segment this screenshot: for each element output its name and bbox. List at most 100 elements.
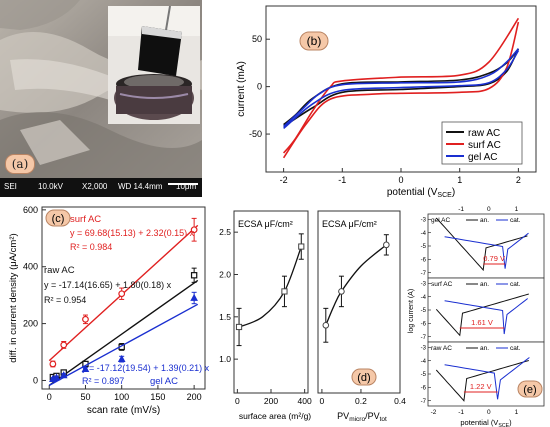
legend-entry: an. <box>480 217 489 224</box>
y-axis-label: current (mA) <box>236 61 247 117</box>
gap-value: 1.22 V <box>470 382 492 391</box>
x-tick-label: 150 <box>150 392 165 402</box>
x-axis-label: surface area (m²/g) <box>239 411 311 421</box>
legend-title: surf AC <box>431 281 453 288</box>
legend-title: gel AC <box>431 217 450 224</box>
x-axis-label: scan rate (mV/s) <box>87 405 160 416</box>
y-tick-label: -5 <box>421 244 427 250</box>
y-tick-label: -5 <box>421 308 427 314</box>
panel-label-e-text: (e) <box>523 384 536 396</box>
fit-r2: R² = 0.954 <box>44 295 86 305</box>
panel-label-b: (b) <box>299 31 329 51</box>
x-tick-label: 200 <box>187 392 202 402</box>
y-tick-label: 400 <box>23 262 38 272</box>
x-tick-label: 100 <box>114 392 129 402</box>
panel-e-tafel: -1 0 1 -3 -4 -5 -6 -7 0.79 V gel AC an. cat. -3 -4 -5 -… <box>406 201 550 427</box>
data-point <box>235 323 243 331</box>
chart-title: ECSA μF/cm² <box>238 219 293 229</box>
electrode-photo <box>108 6 200 124</box>
panel-c-scatter: 0 50 100 150 200 0 200 400 600 scan rate (mV/s) di… <box>8 205 210 416</box>
panel-label-d-text: (d) <box>357 372 370 384</box>
data-point <box>118 290 126 298</box>
legend-entry: an. <box>480 345 489 352</box>
data-point <box>281 288 288 295</box>
panel-label-b-bg <box>299 31 329 51</box>
sem-detector: SEI <box>4 182 17 191</box>
legend-entry: surf AC <box>468 140 501 151</box>
y-tick-label: -50 <box>249 129 262 139</box>
sem-voltage: 10.0kV <box>38 182 63 191</box>
y-axis-label: diff. in current density (μA/cm²) <box>8 233 19 362</box>
y-tick-label: 2.5 <box>219 227 231 237</box>
x-tick-label: 200 <box>264 396 278 406</box>
y-axis-label: log current (A) <box>408 289 415 333</box>
sem-scale: 10μm <box>176 182 197 191</box>
fit-equation: y = -17.14(16.65) + 1.80(0.18) x <box>44 280 172 290</box>
x-tick-label: 2 <box>516 175 521 185</box>
x-axis-label: potential (VSCE) <box>460 418 512 427</box>
y-tick-label: -3 <box>421 218 427 224</box>
x-tick-label: 50 <box>80 392 90 402</box>
panel-label-a: (a) <box>5 154 35 174</box>
x-tick-label: -2 <box>431 409 437 416</box>
data-point <box>117 354 126 363</box>
gap-value: 1.61 V <box>471 318 493 327</box>
fit-r2: R² = 0.984 <box>70 242 112 252</box>
panel-label-d: (d) <box>351 368 377 386</box>
x-tick-label: 0 <box>320 396 325 406</box>
x-tick-label: 0 <box>487 409 491 416</box>
anodic-curve <box>435 217 528 272</box>
cathodic-curve <box>444 357 530 400</box>
panel-label-c: (c) <box>45 209 71 227</box>
panel-label-c-text: (c) <box>52 213 65 225</box>
x-axis-label: PVmicro/PVtot <box>337 411 387 423</box>
x-tick-label: -2 <box>280 175 288 185</box>
series-label: surf AC <box>70 214 101 225</box>
cathodic-curve <box>444 298 529 335</box>
panel-label-e: (e) <box>517 380 543 398</box>
y-tick-label: -4 <box>421 359 427 365</box>
legend-entry: an. <box>480 281 489 288</box>
cv-curve-lower <box>282 21 520 159</box>
panel-b-cv-chart: -2 -1 0 1 2 -50 0 50 potential (VSCE) current (mA… <box>236 5 537 197</box>
x-tick-label: 0 <box>235 396 240 406</box>
panel-d-pv-ratio: 0 0.2 0.4 ECSA μF/cm² PVmicro/PVtot (d) <box>317 210 406 423</box>
data-point <box>59 371 68 379</box>
x-tick-label: -1 <box>338 175 346 185</box>
data-point <box>190 226 198 234</box>
y-tick-label: -7 <box>421 271 427 277</box>
fit-equation: y = 69.68(15.13) + 2.32(0.15) x <box>70 228 195 238</box>
y-tick-label: -6 <box>421 322 427 328</box>
y-tick-label: 1.5 <box>219 312 231 322</box>
legend-entry: raw AC <box>468 128 500 139</box>
y-tick-label: 1.0 <box>219 354 231 364</box>
series-label: raw AC <box>44 265 75 276</box>
x-tick-label: 1 <box>457 175 462 185</box>
cv-curve-upper <box>283 48 519 128</box>
plot-frame <box>317 210 401 394</box>
y-tick-label: -5 <box>421 372 427 378</box>
panel-label-d-bg <box>351 368 377 386</box>
y-tick-label: 200 <box>23 319 38 329</box>
sem-magnification: X2,000 <box>82 182 108 191</box>
data-point <box>298 243 305 250</box>
x-tick-label: 0 <box>398 175 403 185</box>
x-tick-label: 0 <box>47 392 52 402</box>
trend-curve <box>238 246 302 328</box>
data-point <box>322 321 330 329</box>
fit-line <box>48 303 199 386</box>
y-tick-label: -3 <box>421 346 427 352</box>
fit-r2: R² = 0.897 <box>82 376 124 386</box>
y-tick-label: -6 <box>421 258 427 264</box>
panel-label-e-bg <box>517 380 543 398</box>
y-tick-label: -3 <box>421 282 427 288</box>
x-tick-label: -1 <box>458 409 464 416</box>
y-tick-label: -4 <box>421 231 427 237</box>
data-point <box>383 241 390 249</box>
top-tick-label: 1 <box>515 206 519 213</box>
anodic-curve <box>435 293 529 337</box>
cathodic-curve <box>444 232 529 269</box>
panel-label-b-text: (b) <box>307 34 322 48</box>
sem-scale-bar <box>168 183 198 185</box>
y-tick-label: -7 <box>421 399 427 405</box>
